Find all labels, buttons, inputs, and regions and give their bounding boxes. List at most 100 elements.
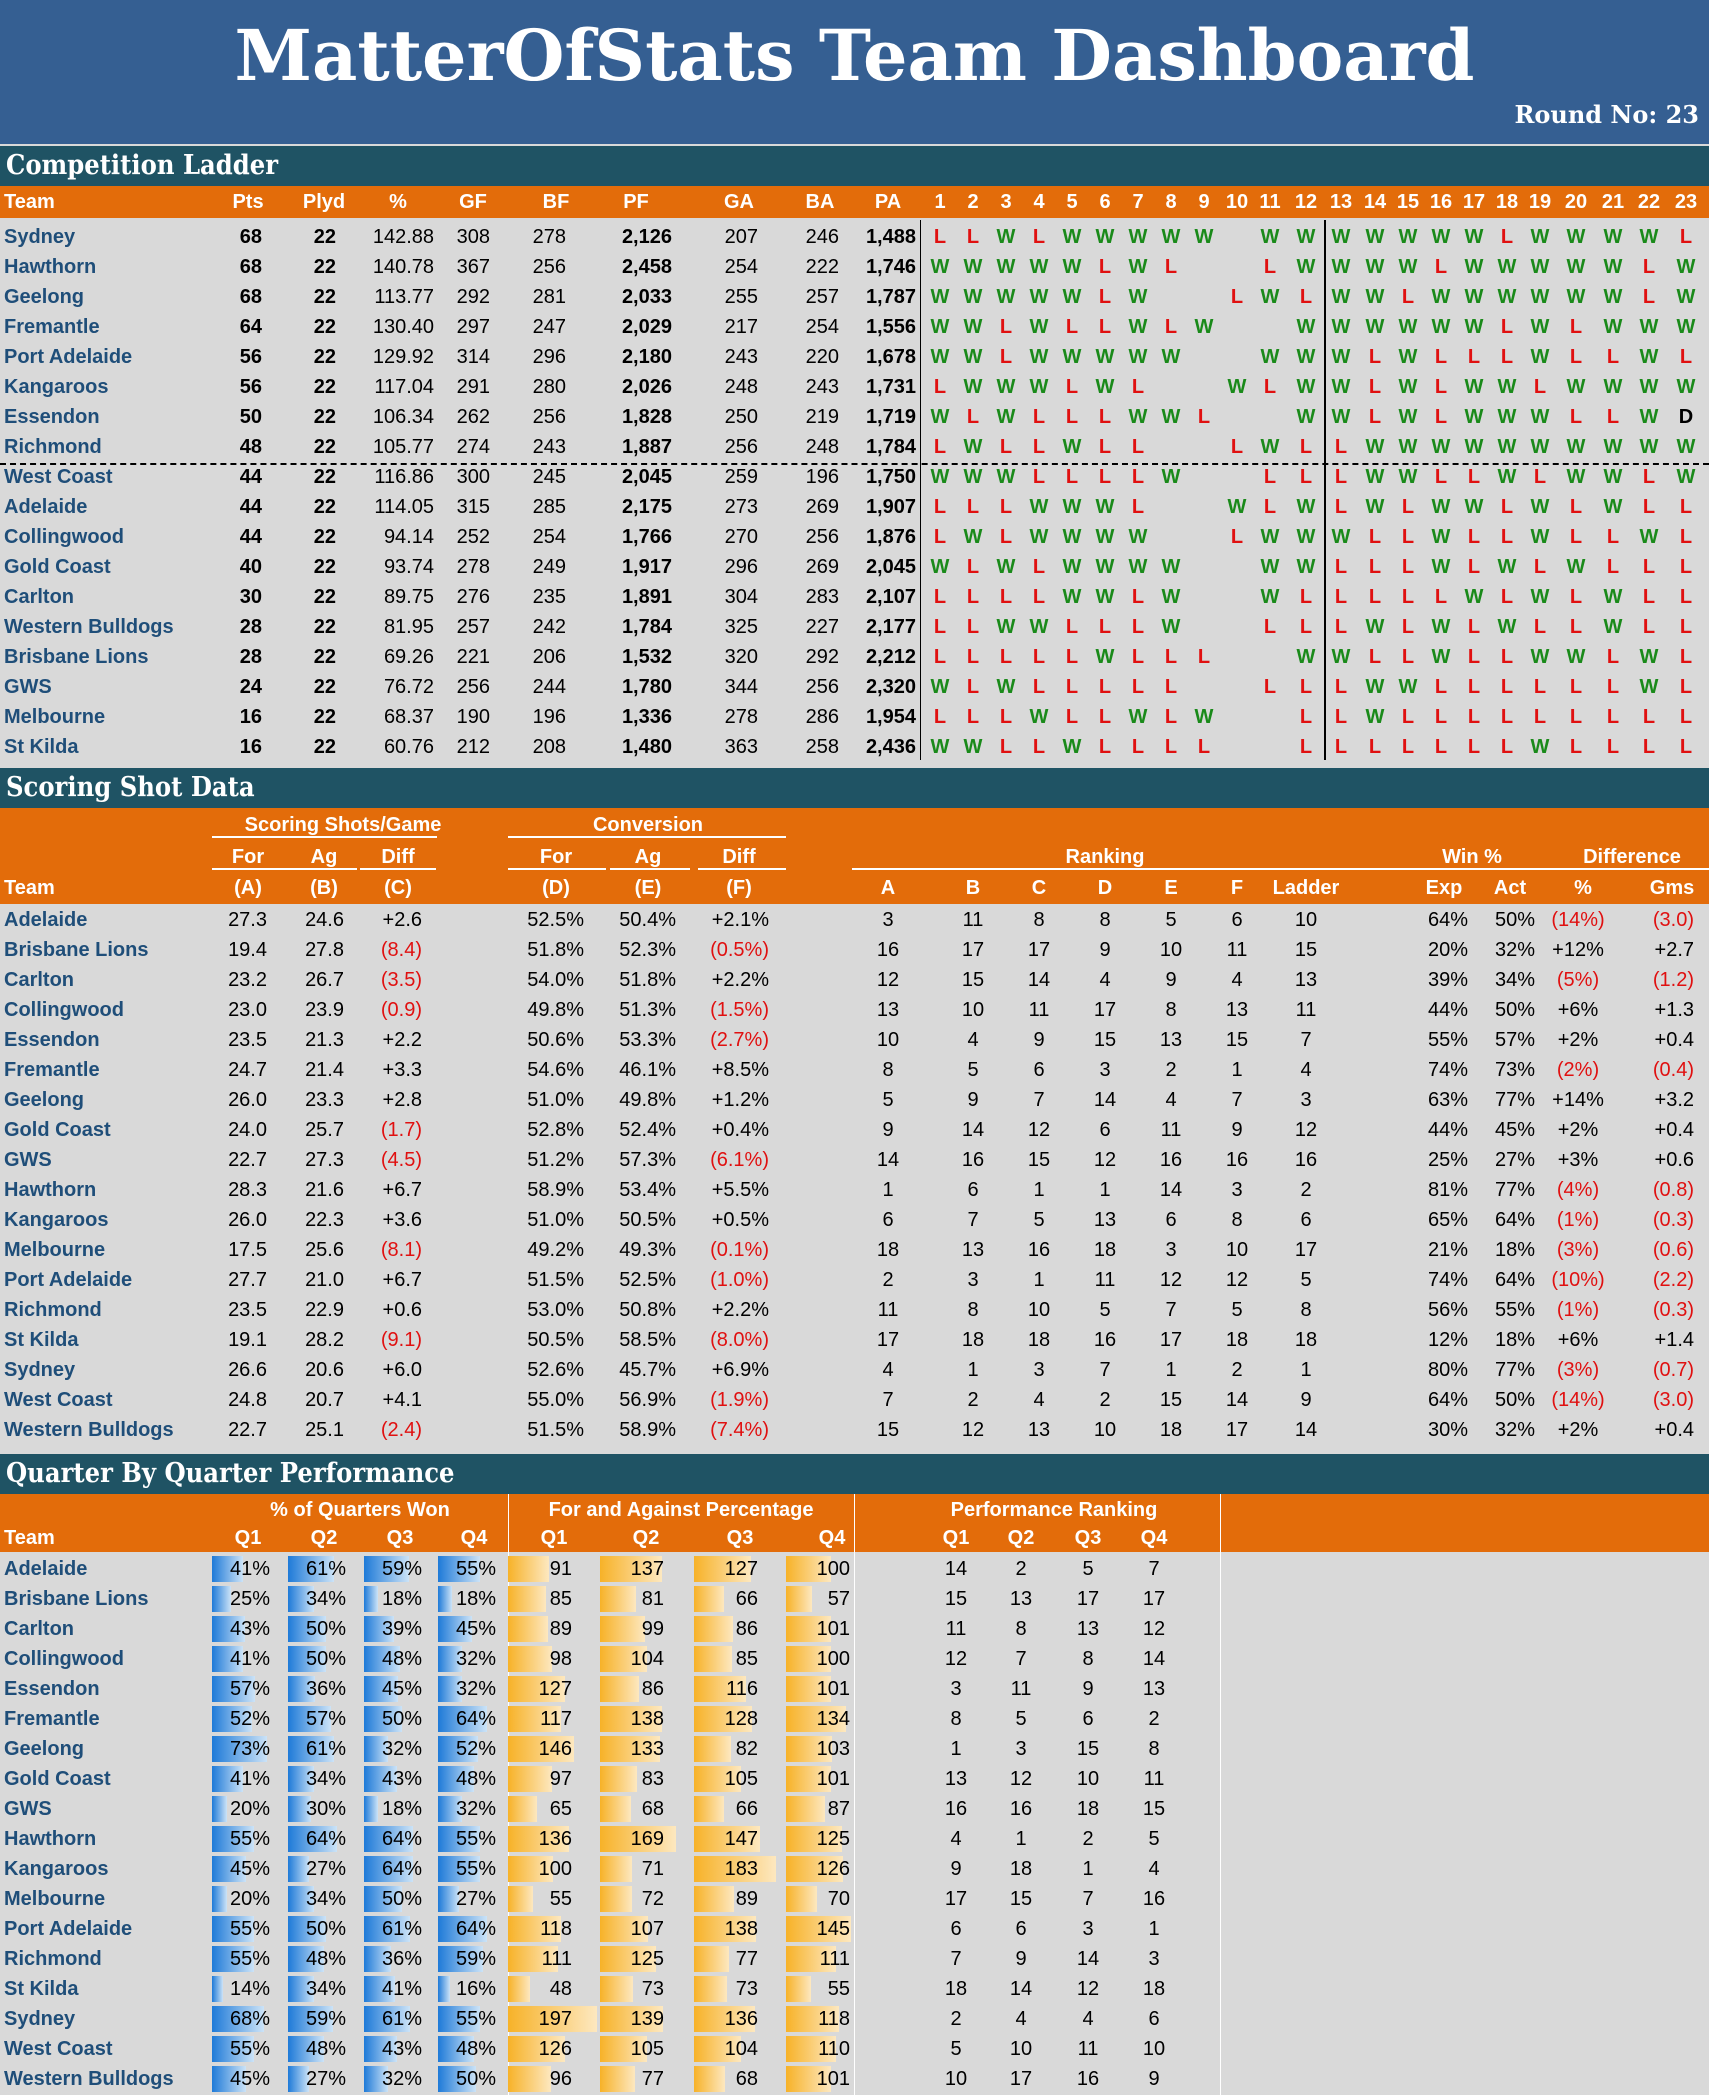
- quarters-won-value: 48%: [455, 2038, 496, 2060]
- quarters-won-bar: [438, 2036, 474, 2062]
- scoring-rank-a: 7: [882, 1389, 894, 1411]
- quarters-won-bar: [364, 2036, 397, 2062]
- ladder-result: L: [1500, 586, 1514, 608]
- quarters-fa-value: 197: [538, 2008, 572, 2030]
- quarters-won-value: 27%: [455, 1888, 496, 1910]
- ladder-rounds-left-divider: [920, 220, 921, 760]
- quarters-rank-value: 15: [1009, 1888, 1033, 1910]
- ladder-result: L: [1642, 616, 1656, 638]
- scoring-conv-for: 52.8%: [527, 1119, 584, 1141]
- ladder-result: W: [1062, 736, 1082, 758]
- ladder-result: L: [1065, 406, 1079, 428]
- quarters-fa-value: 57: [827, 1588, 850, 1610]
- scoring-diff: +0.6: [382, 1299, 422, 1321]
- quarters-team-name: Hawthorn: [4, 1828, 97, 1850]
- quarters-won-bar: [212, 1976, 223, 2002]
- ladder-result: L: [1230, 436, 1244, 458]
- ladder-plyd: 22: [313, 646, 336, 668]
- ladder-result: W: [1365, 256, 1385, 278]
- ladder-result: W: [1331, 376, 1351, 398]
- ladder-result: W: [1530, 286, 1550, 308]
- ladder-result: L: [1164, 316, 1178, 338]
- scoring-team-name: West Coast: [4, 1389, 113, 1411]
- ladder-result: L: [1368, 556, 1382, 578]
- ladder-ba: 257: [805, 286, 839, 308]
- title-band: [0, 0, 1709, 144]
- quarters-fa-value: 110: [818, 2038, 850, 2060]
- ladder-result: W: [1530, 586, 1550, 608]
- ladder-ba: 227: [805, 616, 839, 638]
- quarters-fa-bar: [508, 1706, 561, 1732]
- ladder-pts: 28: [239, 616, 262, 638]
- quarters-rank-value: 1: [1015, 1828, 1027, 1850]
- ladder-result: L: [1500, 646, 1514, 668]
- scoring-rank-b: 4: [967, 1029, 979, 1051]
- scoring-conv-for: 54.0%: [527, 969, 584, 991]
- quarters-rank-value: 5: [1148, 1828, 1160, 1850]
- scoring-rank-c: 14: [1027, 969, 1051, 991]
- ladder-result: W: [1365, 676, 1385, 698]
- ladder-result: L: [1299, 466, 1313, 488]
- ladder-result: W: [1530, 226, 1550, 248]
- ladder-gf: 300: [456, 466, 490, 488]
- ladder-result: L: [1098, 406, 1112, 428]
- ladder-result: L: [1334, 586, 1348, 608]
- scoring-diff-gms: (0.7): [1652, 1359, 1694, 1381]
- quarters-fa-bar: [786, 1586, 812, 1612]
- scoring-for: 17.5: [228, 1239, 267, 1261]
- scoring-letter-header: (B): [310, 877, 338, 899]
- scoring-rank-c: 6: [1033, 1059, 1045, 1081]
- quarters-fa-value: 127: [538, 1678, 572, 1700]
- quarters-fa-bar: [508, 1556, 549, 1582]
- ladder-team-name: Richmond: [4, 436, 102, 458]
- scoring-rank-c: 17: [1027, 939, 1051, 961]
- ladder-result: L: [999, 706, 1013, 728]
- ladder-bf: 278: [532, 226, 566, 248]
- quarters-won-bar: [364, 1556, 409, 1582]
- ladder-result: L: [1467, 646, 1481, 668]
- ladder-pa: 1,787: [865, 286, 916, 308]
- quarters-won-value: 55%: [455, 1858, 496, 1880]
- ladder-result: L: [1131, 736, 1145, 758]
- quarters-fa-value: 125: [816, 1828, 850, 1850]
- ladder-result: W: [1331, 346, 1351, 368]
- quarters-fa-bar: [600, 1766, 637, 1792]
- scoring-win-act: 57%: [1494, 1029, 1535, 1051]
- ladder-team-name: Gold Coast: [4, 556, 111, 578]
- quarters-won-bar: [212, 1556, 243, 1582]
- ladder-ba: 292: [805, 646, 839, 668]
- quarters-team-name: Fremantle: [4, 1708, 100, 1730]
- quarters-fa-value: 98: [549, 1648, 572, 1670]
- ladder-result: L: [1642, 736, 1656, 758]
- scoring-letter-header: (C): [384, 877, 412, 899]
- ladder-result: L: [1131, 676, 1145, 698]
- scoring-diff-gms: +0.4: [1654, 1119, 1694, 1141]
- ladder-result: L: [1401, 496, 1415, 518]
- scoring-rank-f: 14: [1225, 1389, 1249, 1411]
- ladder-plyd: 22: [313, 706, 336, 728]
- ladder-ba: 256: [805, 676, 839, 698]
- ladder-pct: 60.76: [383, 736, 434, 758]
- ladder-result: L: [966, 406, 980, 428]
- quarters-rank-value: 13: [1142, 1678, 1166, 1700]
- quarters-fa-bar: [508, 1976, 530, 2002]
- ladder-round-header: 11: [1259, 191, 1281, 213]
- quarters-rank-value: 12: [944, 1648, 968, 1670]
- scoring-rank-f: 15: [1225, 1029, 1249, 1051]
- scoring-diff-pct: +3%: [1557, 1149, 1599, 1171]
- ladder-result: W: [1431, 616, 1451, 638]
- ladder-result: L: [1569, 616, 1583, 638]
- scoring-rank-ladder: 11: [1295, 999, 1317, 1021]
- quarters-fa-value: 128: [724, 1708, 758, 1730]
- quarters-won-value: 41%: [381, 1978, 422, 2000]
- ladder-result: L: [1098, 286, 1112, 308]
- ladder-result: L: [1299, 676, 1313, 698]
- ladder-result: L: [1032, 736, 1046, 758]
- ladder-result: L: [1434, 586, 1448, 608]
- ladder-result: W: [1431, 646, 1451, 668]
- ladder-result: L: [999, 736, 1013, 758]
- ladder-result: W: [1095, 526, 1115, 548]
- ladder-result: L: [1368, 376, 1382, 398]
- ladder-ga: 270: [724, 526, 758, 548]
- ladder-result: L: [1131, 586, 1145, 608]
